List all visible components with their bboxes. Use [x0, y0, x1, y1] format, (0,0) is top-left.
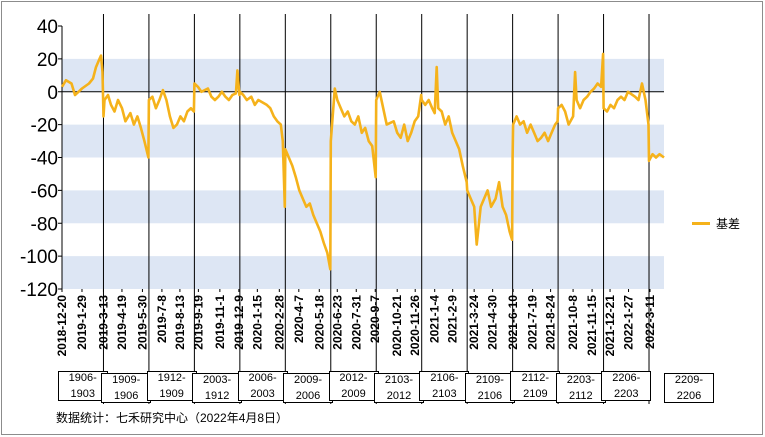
contract-label-7: 2103- 2012	[373, 373, 424, 403]
x-tick-label-30: 2022-3-11	[643, 295, 657, 349]
contract-label-2: 1912- 1909	[146, 371, 197, 401]
x-tick-label-17: 2020-10-21	[390, 295, 404, 357]
x-tick-label-27: 2021-11-15	[585, 295, 599, 356]
y-tick-label-7: -100	[20, 247, 58, 268]
x-tick-label-20: 2021-2-9	[446, 295, 460, 343]
contract-label-3: 2003- 1912	[192, 373, 243, 403]
contract-label-10: 2112- 2109	[510, 371, 561, 401]
x-tick-label-28: 2021-12-21	[603, 295, 617, 357]
x-tick-label-7: 2019-9-19	[191, 295, 205, 350]
x-tick-label-25: 2021-8-24	[544, 295, 558, 350]
x-tick-label-2: 2019-3-13	[96, 295, 110, 350]
x-tick-label-3: 2019-4-19	[115, 295, 129, 350]
contract-label-1: 1909- 1906	[101, 373, 152, 403]
contract-label-6: 2012- 2009	[328, 371, 379, 401]
contract-label-5: 2009- 2006	[283, 373, 334, 403]
x-tick-label-12: 2020-4-7	[292, 295, 306, 343]
y-tick-label-5: -60	[31, 181, 58, 202]
x-tick-label-8: 2019-11-1	[213, 295, 227, 349]
x-tick-label-18: 2020-11-26	[408, 295, 422, 356]
y-tick-label-1: 20	[37, 50, 58, 71]
x-tick-label-1: 2019-1-29	[75, 295, 89, 350]
shaded-band-3	[62, 256, 664, 289]
x-tick-label-19: 2021-1-4	[428, 295, 442, 343]
shaded-band-2	[62, 190, 664, 224]
contract-label-11: 2203- 2112	[555, 373, 606, 403]
y-tick-label-2: 0	[47, 83, 58, 104]
x-tick-label-15: 2020-7-31	[349, 295, 363, 350]
contract-label-4: 2006- 2003	[237, 371, 288, 401]
y-tick-label-4: -40	[31, 149, 58, 170]
shaded-band-0	[62, 58, 664, 92]
x-tick-label-10: 2020-1-15	[250, 295, 264, 350]
x-tick-label-16: 2020-9-7	[368, 295, 382, 343]
x-tick-label-6: 2019-8-13	[173, 295, 187, 350]
x-tick-label-5: 2019-7-8	[155, 295, 169, 343]
x-tick-label-26: 2021-10-8	[566, 295, 580, 350]
x-tick-label-4: 2019-5-30	[135, 295, 149, 350]
contract-label-12: 2206- 2203	[601, 371, 652, 401]
source-footnote: 数据统计：七禾研究中心（2022年4月8日）	[56, 411, 289, 425]
y-tick-label-3: -20	[31, 116, 58, 137]
legend-swatch	[692, 222, 710, 225]
x-tick-label-21: 2021-3-24	[467, 295, 481, 350]
y-tick-label-6: -80	[31, 214, 58, 235]
legend: 基差	[692, 215, 740, 232]
x-tick-label-29: 2022-1-27	[622, 295, 636, 350]
x-tick-label-22: 2021-4-30	[486, 295, 500, 350]
contract-label-13: 2209- 2206	[664, 373, 714, 403]
y-tick-label-8: -120	[20, 280, 58, 301]
x-tick-label-0: 2018-12-20	[55, 295, 69, 357]
x-tick-label-13: 2020-5-18	[312, 295, 326, 350]
x-tick-label-11: 2020-2-28	[272, 295, 286, 350]
contract-label-8: 2106- 2103	[419, 371, 470, 401]
contract-label-0: 1906- 1903	[57, 371, 108, 401]
contract-label-9: 2109- 2106	[464, 373, 515, 403]
x-tick-label-9: 2019-12-9	[232, 295, 246, 350]
x-tick-label-23: 2021-6-10	[506, 295, 520, 350]
x-tick-label-24: 2021-7-19	[526, 295, 540, 350]
legend-label: 基差	[716, 217, 741, 231]
x-tick-label-14: 2020-6-23	[330, 295, 344, 350]
series-line-0	[60, 52, 665, 271]
y-tick-label-0: 40	[37, 17, 58, 38]
